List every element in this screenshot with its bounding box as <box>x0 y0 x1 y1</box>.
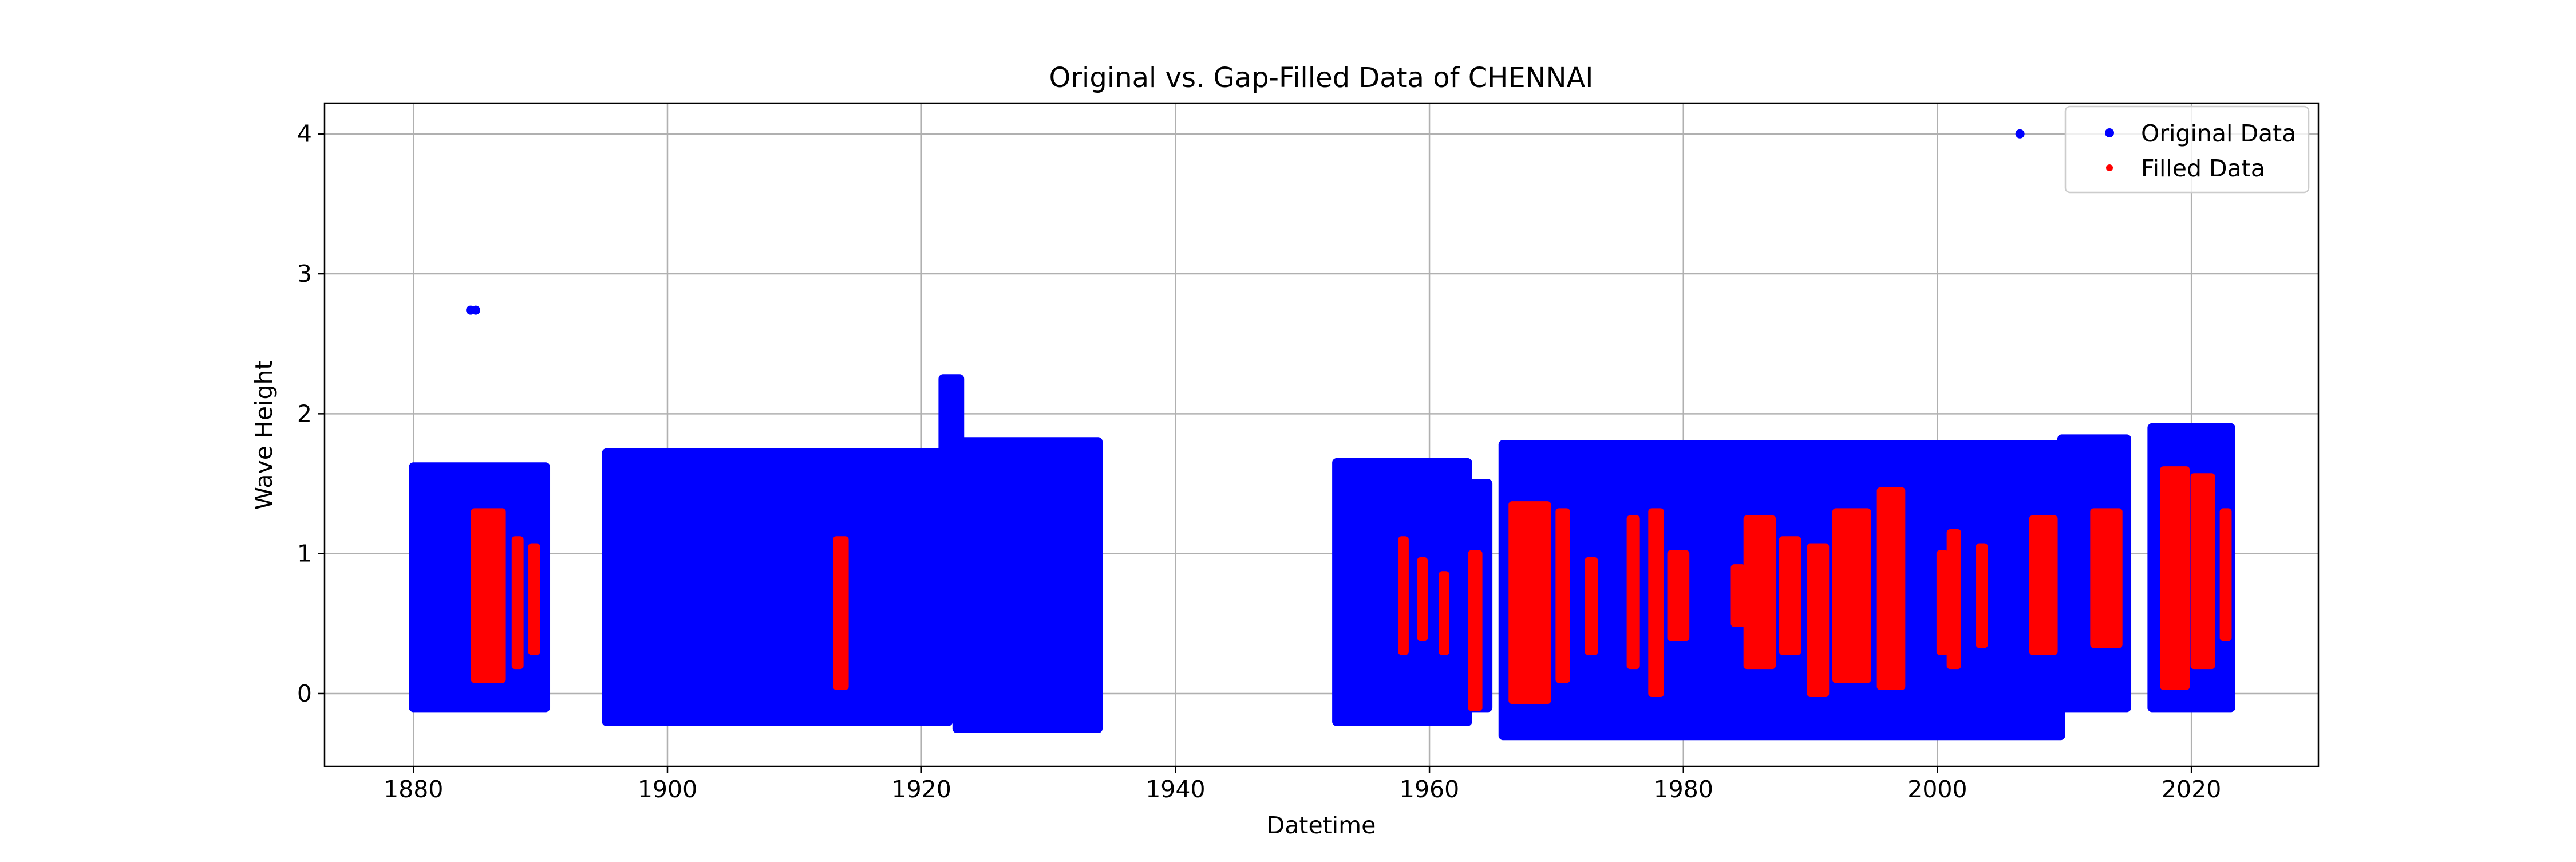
x-tick-label: 2000 <box>1907 776 1967 803</box>
data-cluster <box>2090 508 2123 648</box>
data-point <box>471 305 480 315</box>
data-cluster <box>1936 550 1949 655</box>
data-cluster <box>528 543 540 655</box>
legend-label-filled: Filled Data <box>2141 155 2265 182</box>
data-cluster <box>1468 550 1483 711</box>
y-tick-label: 3 <box>297 260 312 288</box>
data-cluster <box>1832 508 1871 683</box>
chart-title: Original vs. Gap-Filled Data of CHENNAI <box>1049 62 1594 94</box>
y-tick-label: 4 <box>297 120 312 148</box>
x-tick-label: 1960 <box>1400 776 1459 803</box>
y-axis-label: Wave Height <box>250 360 278 510</box>
data-cluster <box>511 536 524 670</box>
data-cluster <box>1976 543 1988 648</box>
data-cluster <box>833 536 849 690</box>
x-tick-label: 1900 <box>638 776 697 803</box>
plot-frame <box>323 102 2320 767</box>
axis-ticks: 1880 1900 1920 1940 1960 1980 2000 2020 0 1 2 3 4 <box>297 120 2221 803</box>
plot-data <box>409 129 2235 741</box>
data-cluster <box>1730 564 1745 627</box>
x-tick-label: 1980 <box>1654 776 1713 803</box>
legend-marker-filled <box>2106 164 2113 171</box>
y-tick-label: 1 <box>297 540 312 568</box>
x-tick-label: 2020 <box>2162 776 2221 803</box>
data-cluster <box>952 437 1103 734</box>
data-cluster <box>2160 466 2190 690</box>
data-cluster <box>1439 571 1449 655</box>
legend: Original Data Filled Data <box>2064 105 2310 194</box>
data-cluster <box>1779 536 1801 655</box>
data-cluster <box>2190 473 2215 670</box>
x-tick-label: 1880 <box>384 776 443 803</box>
data-point <box>2015 129 2025 139</box>
data-cluster <box>471 508 506 683</box>
data-cluster <box>602 448 953 726</box>
data-cluster <box>1946 529 1961 670</box>
data-cluster <box>1417 557 1428 641</box>
data-cluster <box>1876 487 1906 690</box>
series-filled-data <box>471 466 2232 711</box>
data-cluster <box>1508 501 1551 704</box>
x-axis-label: Datetime <box>1267 812 1376 839</box>
data-cluster <box>1807 543 1830 697</box>
legend-box <box>2064 105 2310 194</box>
data-cluster <box>1398 536 1409 655</box>
legend-label-original: Original Data <box>2141 120 2296 147</box>
legend-marker-original <box>2105 128 2114 137</box>
data-cluster <box>1743 515 1776 670</box>
data-cluster <box>1555 508 1570 683</box>
data-cluster <box>2219 508 2232 641</box>
y-tick-label: 0 <box>297 680 312 707</box>
data-cluster <box>1626 515 1640 670</box>
data-cluster <box>1585 557 1598 655</box>
data-cluster <box>1667 550 1690 641</box>
data-cluster <box>2029 515 2058 655</box>
data-cluster <box>1648 508 1664 697</box>
y-tick-label: 2 <box>297 400 312 427</box>
x-tick-label: 1920 <box>892 776 951 803</box>
x-tick-label: 1940 <box>1145 776 1205 803</box>
